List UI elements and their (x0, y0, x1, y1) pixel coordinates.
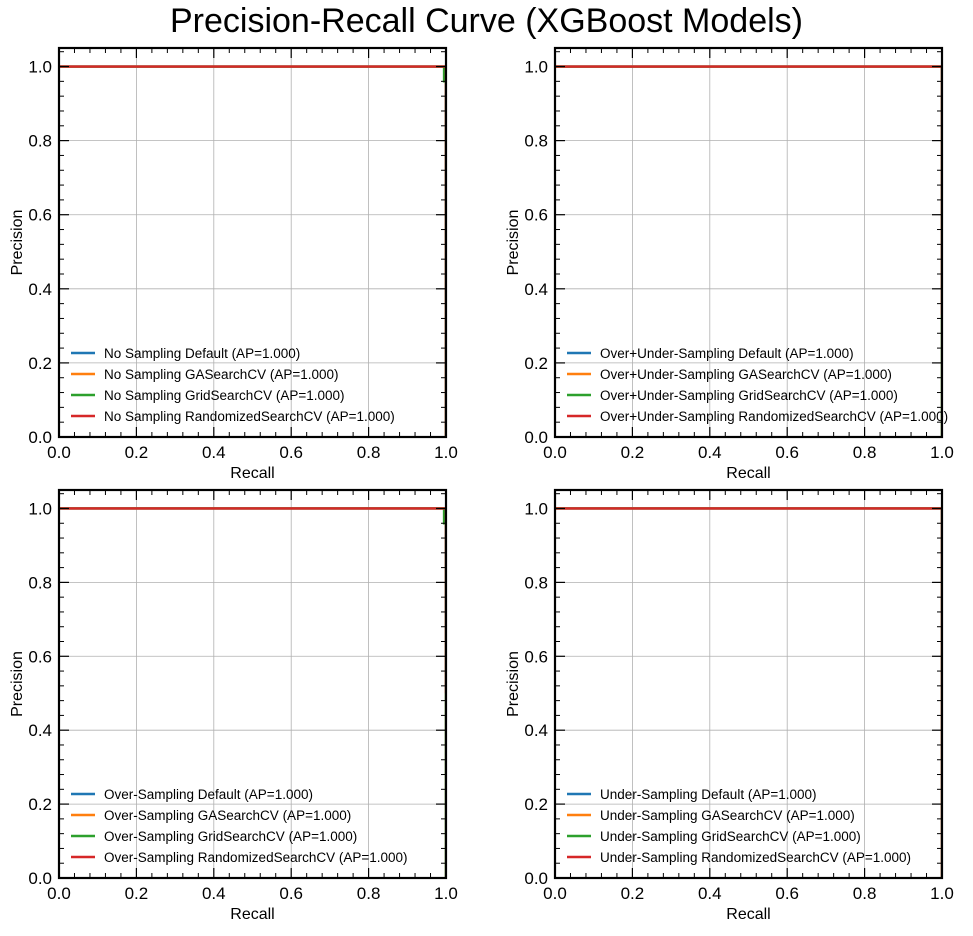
x-tick-label: 0.6 (279, 884, 303, 903)
series-line-randomizedsearchcv (555, 65, 942, 315)
x-tick-label: 0.8 (357, 443, 381, 462)
y-tick-label: 1.0 (524, 58, 548, 77)
y-tick-label: 0.6 (524, 206, 548, 225)
legend: No Sampling Default (AP=1.000) No Samplin… (71, 346, 395, 424)
legend-entry: Under-Sampling GASearchCV (AP=1.000) (600, 808, 855, 823)
y-tick-label: 0.0 (28, 869, 52, 888)
x-tick-label: 0.8 (853, 443, 877, 462)
series-line-randomizedsearchcv (59, 507, 446, 694)
y-axis-label: Precision (9, 651, 26, 717)
y-tick-label: 0.8 (524, 132, 548, 151)
legend-entry: No Sampling GASearchCV (AP=1.000) (104, 367, 339, 382)
y-tick-label: 0.4 (28, 280, 52, 299)
legend-entry: No Sampling Default (AP=1.000) (104, 346, 300, 361)
x-tick-label: 0.4 (202, 443, 226, 462)
legend-entry: Over-Sampling GridSearchCV (AP=1.000) (104, 829, 357, 844)
x-tick-label: 0.6 (279, 443, 303, 462)
x-tick-label: 0.4 (202, 884, 226, 903)
legend-entry: Over+Under-Sampling RandomizedSearchCV (… (600, 409, 948, 424)
x-tick-label: 0.2 (621, 884, 645, 903)
legend-entry: Over+Under-Sampling GridSearchCV (AP=1.0… (600, 388, 898, 403)
figure-title: Precision-Recall Curve (XGBoost Models) (170, 2, 803, 40)
y-tick-label: 0.8 (28, 132, 52, 151)
series-line-randomizedsearchcv (555, 507, 942, 878)
x-tick-label: 0.2 (125, 884, 149, 903)
x-tick-label: 0.2 (621, 443, 645, 462)
axes-frame (553, 488, 944, 880)
x-tick-label: 1.0 (930, 884, 954, 903)
y-tick-label: 0.6 (28, 647, 52, 666)
y-tick-label: 0.4 (524, 280, 548, 299)
legend-entry: No Sampling RandomizedSearchCV (AP=1.000… (104, 409, 395, 424)
x-tick-label: 1.0 (930, 443, 954, 462)
x-tick-label: 0.0 (543, 884, 567, 903)
x-tick-label: 0.4 (698, 884, 722, 903)
y-tick-label: 0.0 (524, 869, 548, 888)
axes-frame (57, 488, 448, 880)
legend-entry: Under-Sampling GridSearchCV (AP=1.000) (600, 829, 861, 844)
series-line-randomizedsearchcv (59, 65, 446, 437)
x-tick-label: 0.8 (357, 884, 381, 903)
legend-entry: Under-Sampling RandomizedSearchCV (AP=1.… (600, 850, 911, 865)
x-tick-label: 1.0 (434, 884, 458, 903)
legend-entry: Over+Under-Sampling Default (AP=1.000) (600, 346, 854, 361)
legend: Over-Sampling Default (AP=1.000) Over-Sam… (71, 787, 408, 865)
x-tick-label: 0.0 (47, 884, 71, 903)
x-tick-label: 0.4 (698, 443, 722, 462)
y-tick-label: 0.0 (524, 428, 548, 447)
x-tick-label: 0.2 (125, 443, 149, 462)
y-tick-label: 0.2 (28, 354, 52, 373)
legend-entry: Over-Sampling RandomizedSearchCV (AP=1.0… (104, 850, 408, 865)
x-axis-label: Recall (230, 465, 274, 482)
x-tick-label: 1.0 (434, 443, 458, 462)
y-tick-label: 0.2 (524, 795, 548, 814)
legend: Over+Under-Sampling Default (AP=1.000) Ov… (567, 346, 948, 424)
y-tick-label: 0.8 (524, 573, 548, 592)
y-tick-label: 0.8 (28, 573, 52, 592)
x-axis-label: Recall (726, 906, 770, 923)
y-tick-label: 1.0 (28, 499, 52, 518)
y-tick-label: 0.6 (524, 647, 548, 666)
panel-over-under-sampling: 0.0 0.2 0.4 0.6 0.8 1.0 0.0 0.2 0.4 0.6 0.8 1.0 Reca… (505, 46, 954, 482)
x-axis-label: Recall (726, 465, 770, 482)
y-axis-label: Precision (505, 651, 522, 717)
legend-entry: Over-Sampling Default (AP=1.000) (104, 787, 313, 802)
y-tick-label: 1.0 (524, 499, 548, 518)
y-tick-label: 0.4 (28, 721, 52, 740)
y-axis-label: Precision (505, 210, 522, 276)
y-axis-label: Precision (9, 210, 26, 276)
panel-under-sampling: 0.0 0.2 0.4 0.6 0.8 1.0 0.0 0.2 0.4 0.6 0.8 1.0 Reca… (505, 488, 954, 923)
legend-entry: Under-Sampling Default (AP=1.000) (600, 787, 817, 802)
x-tick-label: 0.6 (775, 443, 799, 462)
y-tick-label: 0.4 (524, 721, 548, 740)
x-tick-label: 0.8 (853, 884, 877, 903)
axes-frame (553, 46, 944, 439)
y-tick-label: 0.0 (28, 428, 52, 447)
y-tick-label: 0.2 (28, 795, 52, 814)
x-axis-label: Recall (230, 906, 274, 923)
panel-no-sampling: 0.0 0.2 0.4 0.6 0.8 1.0 0.0 0.2 0.4 0.6 0.8 1.0 Reca… (9, 46, 458, 482)
y-tick-label: 0.6 (28, 206, 52, 225)
axes-frame (57, 46, 448, 439)
y-tick-label: 0.2 (524, 354, 548, 373)
legend: Under-Sampling Default (AP=1.000) Under-S… (567, 787, 911, 865)
x-tick-label: 0.0 (543, 443, 567, 462)
y-tick-label: 1.0 (28, 58, 52, 77)
legend-entry: Over+Under-Sampling GASearchCV (AP=1.000… (600, 367, 892, 382)
x-tick-label: 0.6 (775, 884, 799, 903)
x-tick-label: 0.0 (47, 443, 71, 462)
legend-entry: Over-Sampling GASearchCV (AP=1.000) (104, 808, 351, 823)
legend-entry: No Sampling GridSearchCV (AP=1.000) (104, 388, 345, 403)
panel-over-sampling: 0.0 0.2 0.4 0.6 0.8 1.0 0.0 0.2 0.4 0.6 0.8 1.0 Reca… (9, 488, 458, 923)
